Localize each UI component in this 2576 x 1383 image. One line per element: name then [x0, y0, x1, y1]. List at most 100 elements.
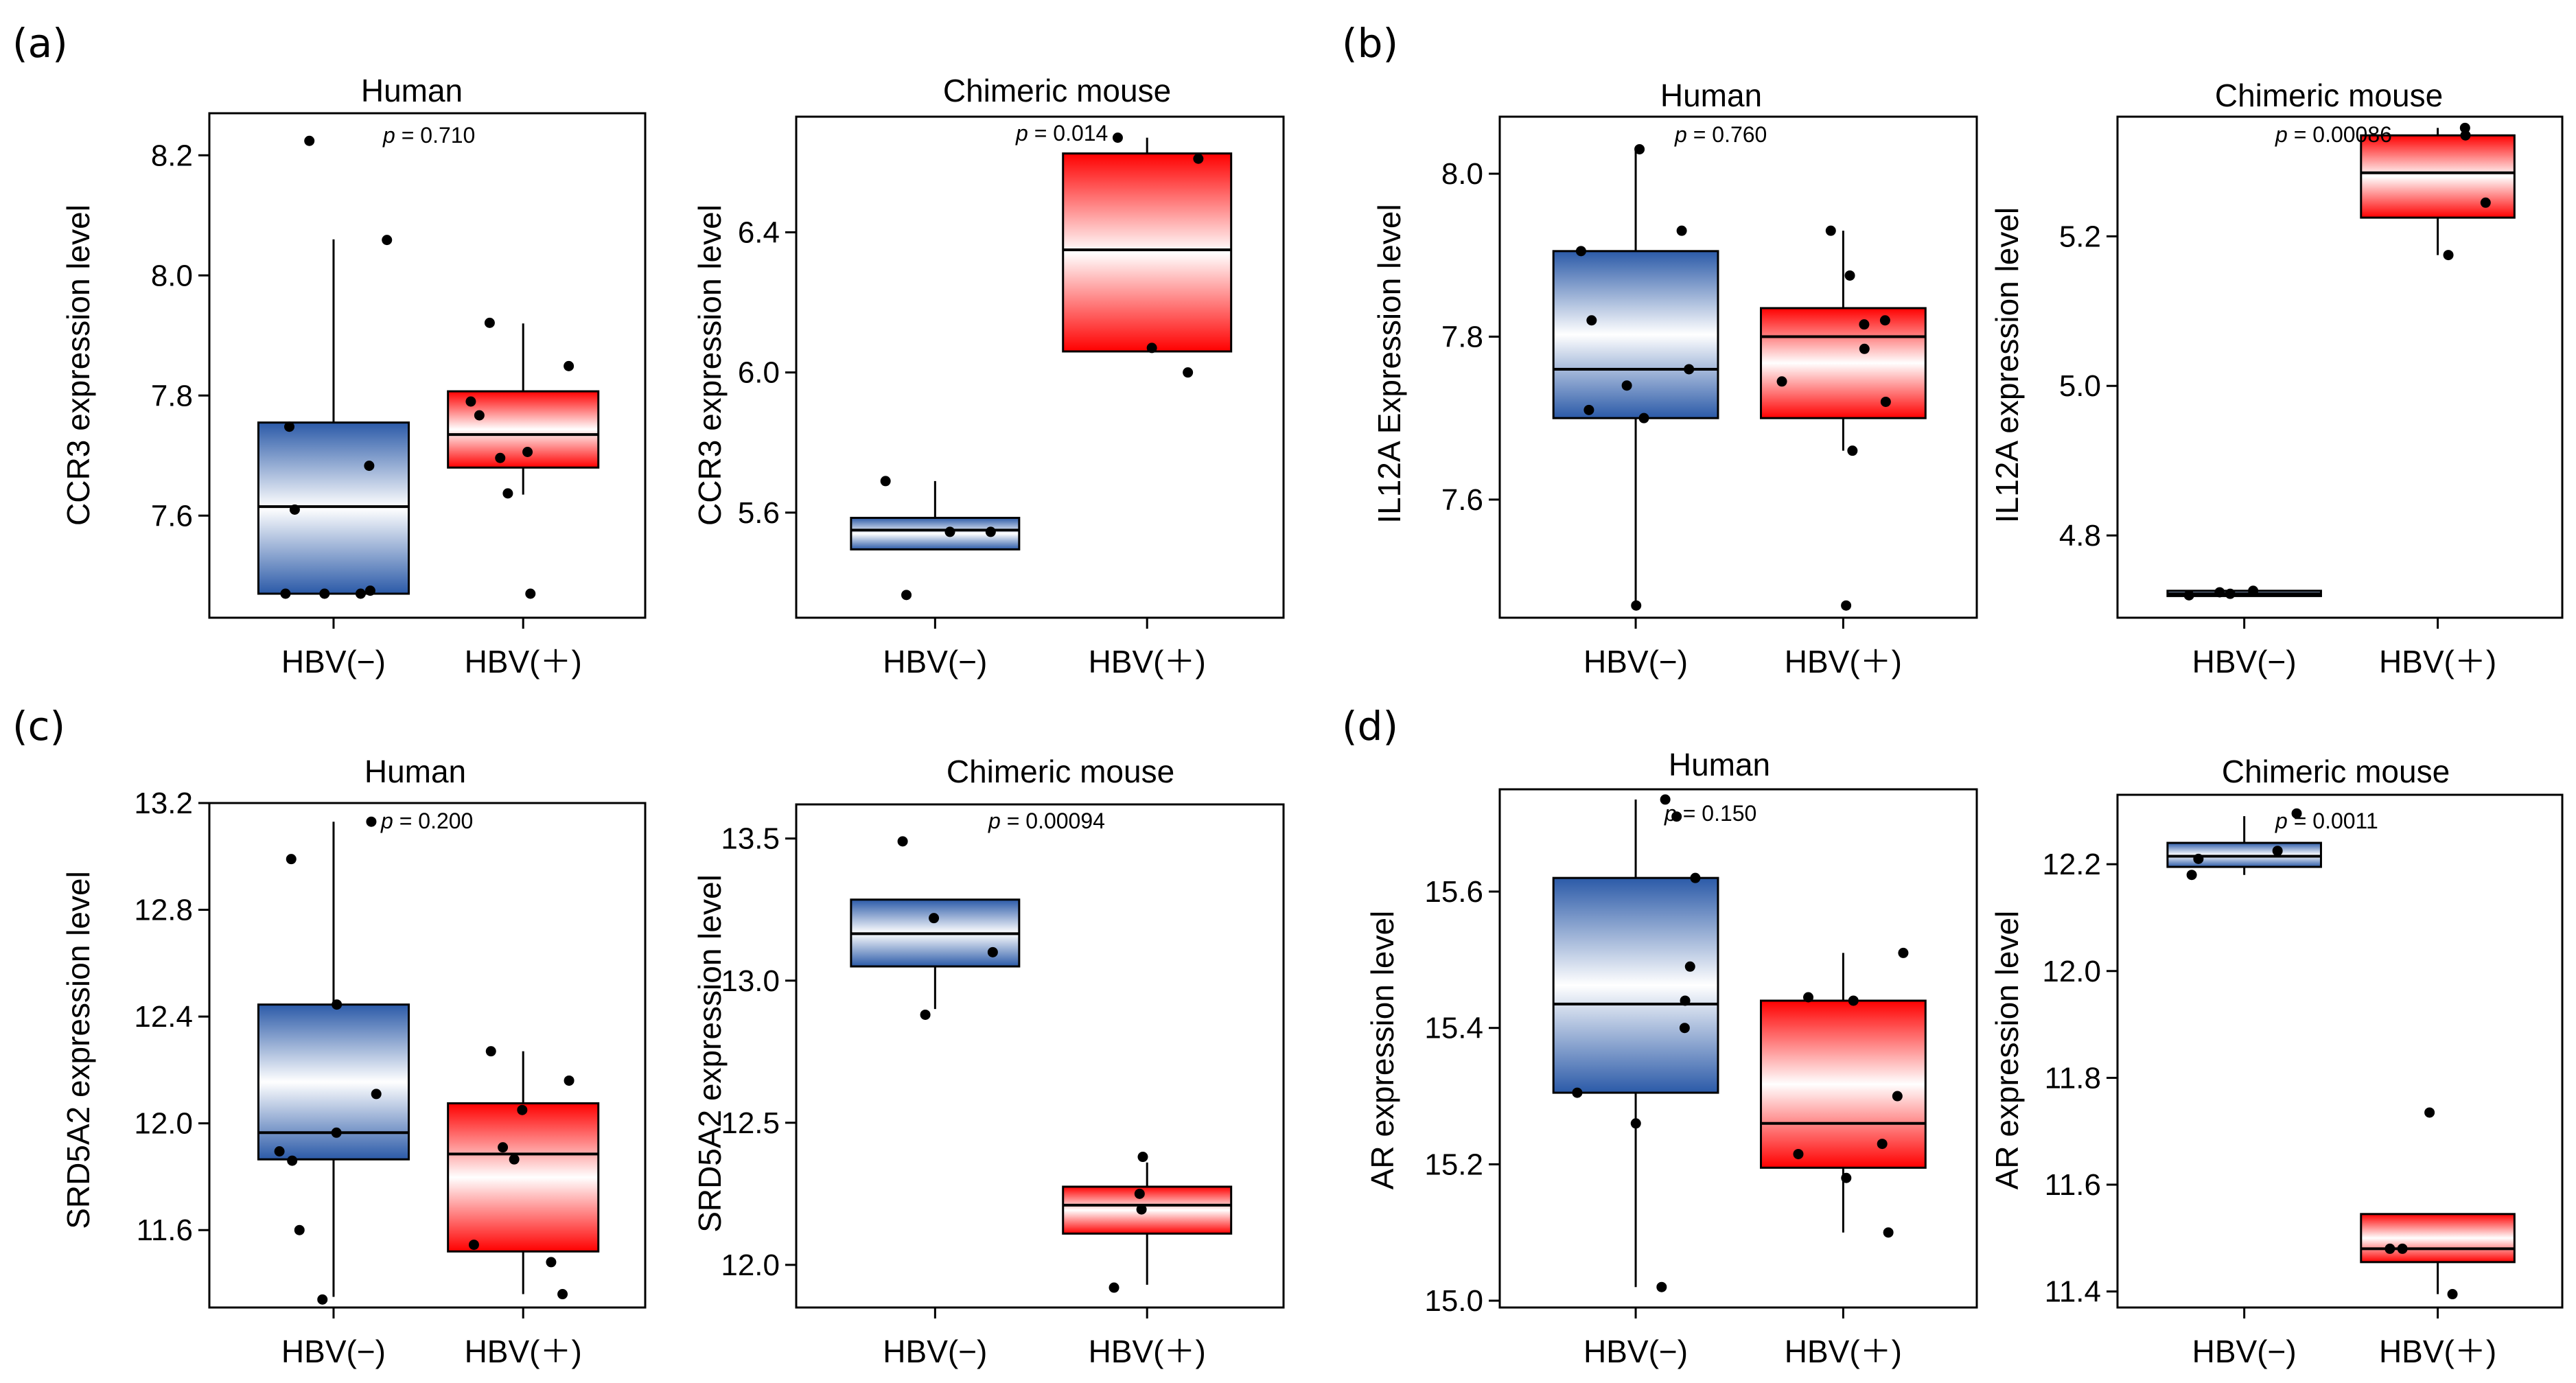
hbv-negative-data-point [1679, 1023, 1690, 1034]
y-tick-label: 7.8 [1441, 320, 1483, 353]
y-tick-label: 11.8 [2045, 1061, 2101, 1095]
x-tick-label: HBV(＋) [2379, 1334, 2496, 1369]
y-tick-label: 12.2 [2042, 848, 2101, 881]
hbv-positive-data-point [1183, 367, 1194, 378]
hbv-positive-data-point [1146, 342, 1157, 353]
panel-label: (d) [1342, 703, 1398, 749]
hbv-positive-data-point [564, 1075, 575, 1086]
hbv-negative-data-point [2291, 808, 2302, 819]
hbv-positive-data-point [517, 1104, 528, 1115]
hbv-negative-data-point [2183, 590, 2194, 601]
p-value-text: = 0.200 [393, 809, 474, 833]
x-tick-label: HBV(−) [281, 644, 386, 679]
hbv-positive-box [1062, 152, 1233, 353]
hbv-positive-data-point [1137, 1152, 1148, 1163]
hbv-positive-data-point [1879, 315, 1890, 326]
p-value: p = 0.00094 [988, 809, 1105, 833]
hbv-negative-data-point [280, 588, 291, 599]
y-tick-label: 15.0 [1424, 1284, 1483, 1318]
plot-frame [208, 802, 647, 1309]
hbv-positive-data-point [2443, 250, 2454, 261]
p-value-text: = 0.00094 [1001, 809, 1105, 833]
hbv-positive-data-point [495, 452, 506, 463]
hbv-negative-data-point [274, 1146, 285, 1157]
hbv-negative-data-point [901, 590, 912, 601]
hbv-positive-data-point [1841, 1172, 1852, 1183]
hbv-negative-data-point [319, 588, 330, 599]
hbv-negative-data-point [366, 816, 377, 827]
y-tick-label: 15.4 [1424, 1012, 1483, 1045]
hbv-negative-data-point [1676, 225, 1687, 236]
p-value-symbol: p [380, 809, 393, 833]
hbv-positive-data-point [2459, 122, 2470, 133]
hbv-positive-data-point [1825, 225, 1836, 236]
hbv-positive-data-point [1847, 445, 1858, 456]
hbv-positive-data-point [484, 317, 495, 328]
hbv-negative-data-point [1690, 872, 1701, 883]
hbv-positive-data-point [1859, 319, 1870, 330]
x-tick-label: HBV(＋) [465, 644, 582, 679]
y-axis-label: CCR3 expression level [60, 205, 96, 526]
x-tick-label: HBV(＋) [1089, 644, 1206, 679]
hbv-positive-data-point [2447, 1289, 2458, 1300]
p-value-text: = 0.760 [1687, 122, 1767, 147]
plot-frame [1498, 115, 1978, 619]
y-axis-label: AR expression level [1365, 911, 1400, 1190]
p-value-text: = 0.0011 [2288, 809, 2378, 833]
hbv-positive-box [1062, 1185, 1233, 1235]
p-value: p = 0.760 [1674, 122, 1767, 147]
hbv-positive-data-point [1134, 1188, 1145, 1199]
y-axis-label: IL12A expression level [1989, 207, 2025, 523]
hbv-negative-data-point [317, 1294, 328, 1305]
x-tick-label: HBV(＋) [465, 1334, 582, 1369]
hbv-negative-data-point [304, 135, 315, 146]
y-tick-label: 12.4 [134, 1000, 193, 1034]
hbv-negative-data-point [364, 585, 375, 596]
y-tick-label: 6.4 [738, 216, 780, 249]
y-tick-label: 7.6 [151, 499, 193, 533]
y-tick-label: 8.2 [151, 139, 193, 172]
hbv-negative-data-point [371, 1089, 382, 1100]
hbv-positive-data-point [557, 1289, 568, 1300]
plot-frame [208, 112, 647, 619]
x-tick-label: HBV(＋) [1785, 644, 1902, 679]
chart-title: Human [1669, 747, 1770, 782]
hbv-negative-data-point [289, 504, 300, 515]
chart-b_mouse: Chimeric mouse IL12A expression level 4.8 5… [1989, 78, 2564, 679]
hbv-positive-data-point [1803, 992, 1814, 1003]
hbv-positive-box [447, 1102, 600, 1253]
plot-frame [795, 803, 1285, 1309]
y-axis-label: SRD5A2 expression level [60, 871, 96, 1229]
hbv-positive-data-point [468, 1240, 479, 1251]
chart-title: Chimeric mouse [2215, 78, 2443, 113]
chart-a_mouse: Chimeric mouse CCR3 expression level 5.6 6.… [692, 73, 1285, 679]
hbv-negative-data-point [1621, 380, 1632, 391]
hbv-negative-data-point [987, 946, 998, 957]
x-tick-label: HBV(−) [2192, 644, 2297, 679]
hbv-negative-data-point [1630, 1118, 1641, 1129]
y-tick-label: 8.0 [1441, 157, 1483, 191]
chart-d_human: (d) Human AR expression level 15.0 15.2 15.4 1… [1342, 703, 1978, 1369]
hbv-negative-box [1552, 876, 1719, 1094]
hbv-negative-data-point [1684, 961, 1695, 972]
hbv-negative-data-point [2214, 587, 2225, 598]
p-value-text: = 0.150 [1677, 801, 1757, 826]
x-tick-label: HBV(−) [281, 1334, 386, 1369]
y-axis-label: IL12A Expression level [1371, 204, 1407, 523]
y-tick-label: 15.2 [1424, 1148, 1483, 1181]
x-tick-label: HBV(−) [883, 1334, 987, 1369]
hbv-positive-box [1760, 307, 1927, 419]
hbv-negative-data-point [284, 421, 295, 432]
y-axis-label: CCR3 expression level [692, 205, 728, 526]
hbv-positive-data-point [1136, 1204, 1147, 1215]
y-tick-label: 15.6 [1424, 875, 1483, 909]
y-tick-label: 12.0 [2042, 955, 2101, 988]
p-value: p = 0.200 [380, 809, 473, 833]
hbv-positive-data-point [1109, 1282, 1119, 1293]
hbv-positive-data-point [502, 488, 513, 499]
hbv-positive-data-point [465, 396, 476, 407]
hbv-positive-data-point [2460, 130, 2471, 141]
x-tick-label: HBV(−) [1583, 644, 1688, 679]
hbv-negative-data-point [1572, 1087, 1583, 1098]
chart-title: Human [364, 754, 466, 789]
